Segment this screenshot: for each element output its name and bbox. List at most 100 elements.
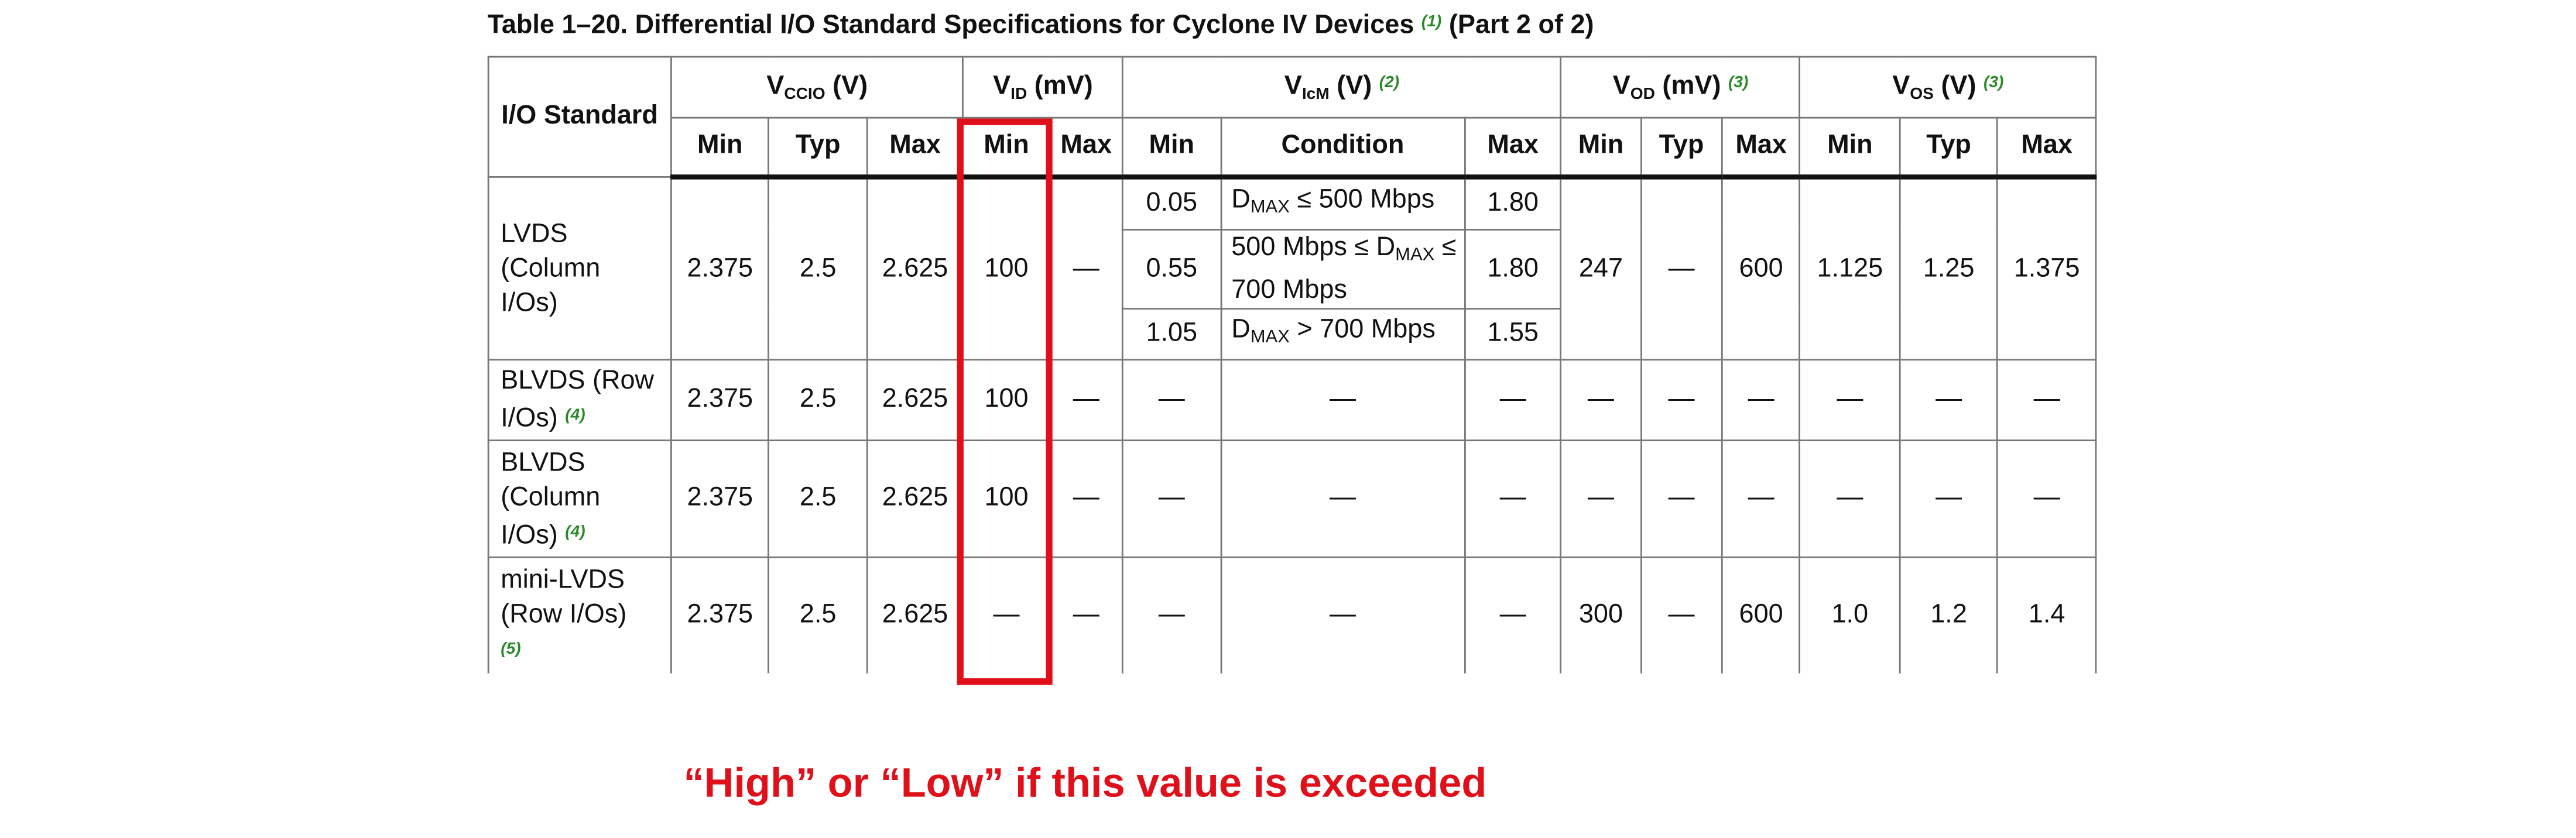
table-cell: — <box>1799 359 1901 441</box>
vos-header: VOS (V) (3) <box>1799 56 2097 119</box>
vod-header: VOD (mV) (3) <box>1560 56 1801 119</box>
table-cell: 247 <box>1560 176 1642 361</box>
table-cell: — <box>1721 439 1801 558</box>
table-cell: 0.55 <box>1122 229 1222 310</box>
vos-max-header: Max <box>1996 116 2097 180</box>
table-cell: — <box>1640 556 1723 674</box>
io-standard-cell: LVDS (Column I/Os) <box>487 176 672 361</box>
table-cell: — <box>1122 359 1222 441</box>
caption-footnote: (1) <box>1421 13 1442 32</box>
table-row: 1.05 DMAX > 700 Mbps 1.55 <box>488 308 2096 361</box>
table-cell: — <box>1049 359 1124 441</box>
table-cell: 2.625 <box>866 556 964 674</box>
table-cell: — <box>1464 439 1562 558</box>
table-cell: — <box>1721 359 1801 441</box>
io-standard-cell: BLVDS (Column I/Os) (4) <box>487 439 672 558</box>
io-standard-header: I/O Standard <box>487 56 672 178</box>
table-cell: — <box>1122 439 1222 558</box>
table-cell: 0.05 <box>1122 176 1222 231</box>
table-cell: 2.5 <box>768 176 868 361</box>
table-cell: — <box>1799 439 1901 558</box>
table-cell: 1.05 <box>1122 308 1222 361</box>
table-cell: 1.80 <box>1464 229 1562 310</box>
table-cell: 100 <box>962 439 1051 558</box>
vos-typ-header: Typ <box>1899 116 1999 180</box>
annotation-text: “High” or “Low” if this value is exceede… <box>683 760 1487 807</box>
table-row: BLVDS (Row I/Os) (4) 2.375 2.5 2.625 100… <box>487 359 2097 441</box>
table-caption: Table 1–20. Differential I/O Standard Sp… <box>488 12 1594 42</box>
table-row: LVDS (Column I/Os) 2.375 2.5 2.625 100 —… <box>487 176 2097 361</box>
caption-text: Table 1–20. Differential I/O Standard Sp… <box>487 11 1414 40</box>
vod-typ-header: Typ <box>1640 116 1723 180</box>
vccio-header: VCCIO (V) <box>670 56 964 119</box>
vccio-typ-header: Typ <box>768 116 868 180</box>
condition-cell: DMAX ≤ 500 Mbps <box>1220 176 1466 231</box>
vos-min-header: Min <box>1799 116 1901 180</box>
table-row: 0.55 500 Mbps ≤ DMAX ≤ 700 Mbps 1.80 <box>488 229 2096 310</box>
table-cell: 2.625 <box>866 359 964 441</box>
table-cell: 2.5 <box>768 439 868 558</box>
table-cell: 100 <box>962 359 1051 441</box>
vccio-max-header: Max <box>866 116 964 180</box>
vccio-min-header: Min <box>670 116 770 180</box>
vicm-max-header: Max <box>1464 116 1562 180</box>
table-cell: 2.625 <box>866 439 964 558</box>
table-cell: 300 <box>1560 556 1642 674</box>
table-cell: 2.5 <box>768 556 868 674</box>
header-row-2: Min Typ Max Min Max Min Condition Max Mi… <box>488 116 2097 180</box>
table-cell: 1.4 <box>1996 556 2097 674</box>
table-cell: 2.375 <box>670 556 770 674</box>
vid-min-highlight-box <box>957 118 1053 685</box>
table-cell: — <box>1122 556 1222 674</box>
condition-cell: DMAX > 700 Mbps <box>1220 308 1466 361</box>
table-cell: 600 <box>1721 556 1801 674</box>
table-cell: 2.375 <box>670 176 770 361</box>
table-cell: — <box>1049 176 1124 361</box>
vid-min-header: Min <box>962 116 1051 180</box>
table-cell: 2.625 <box>866 176 964 361</box>
table-cell: — <box>1899 439 1999 558</box>
table-cell: — <box>1996 359 2097 441</box>
vicm-min-header: Min <box>1122 116 1222 180</box>
table-cell: — <box>1220 359 1466 441</box>
vid-max-header: Max <box>1049 116 1124 180</box>
table-cell: — <box>1996 439 2097 558</box>
table-cell: 100 <box>962 176 1051 361</box>
table-cell: 2.375 <box>670 439 770 558</box>
table-cell: 1.125 <box>1799 176 1901 361</box>
table-cell: 1.375 <box>1996 176 2097 361</box>
table-cell: — <box>1464 556 1562 674</box>
table-cell: — <box>1220 556 1466 674</box>
table-cell: — <box>1640 176 1723 361</box>
table-cell: — <box>1640 439 1723 558</box>
vid-header: VID (mV) <box>962 56 1124 119</box>
table-row: mini-LVDS (Row I/Os) (5) 2.375 2.5 2.625 … <box>487 556 2097 674</box>
spec-table: I/O Standard VCCIO (V) VID (mV) VIcM (V)… <box>487 56 2097 674</box>
condition-cell: 500 Mbps ≤ DMAX ≤ 700 Mbps <box>1220 229 1466 310</box>
vicm-condition-header: Condition <box>1220 116 1466 180</box>
io-standard-cell: mini-LVDS (Row I/Os) (5) <box>487 556 672 674</box>
table-cell: — <box>1049 556 1124 674</box>
vod-max-header: Max <box>1721 116 1801 180</box>
table-cell: 1.2 <box>1899 556 1999 674</box>
io-standard-cell: BLVDS (Row I/Os) (4) <box>487 359 672 441</box>
table-cell: 2.375 <box>670 359 770 441</box>
table-cell: 1.80 <box>1464 176 1562 231</box>
table-cell: — <box>1220 439 1466 558</box>
table-cell: — <box>1640 359 1723 441</box>
table-cell: 600 <box>1721 176 1801 361</box>
table-cell: 2.5 <box>768 359 868 441</box>
caption-part: (Part 2 of 2) <box>1448 11 1594 40</box>
table-cell: — <box>1560 359 1642 441</box>
vicm-header: VIcM (V) (2) <box>1122 56 1562 119</box>
table-row: BLVDS (Column I/Os) (4) 2.375 2.5 2.625 … <box>487 439 2097 558</box>
table-cell: — <box>1560 439 1642 558</box>
table-cell: 1.0 <box>1799 556 1901 674</box>
table-cell: 1.25 <box>1899 176 1999 361</box>
header-row-1: I/O Standard VCCIO (V) VID (mV) VIcM (V)… <box>487 56 2097 178</box>
table-cell: — <box>1464 359 1562 441</box>
table-cell: — <box>1899 359 1999 441</box>
table-cell: 1.55 <box>1464 308 1562 361</box>
vod-min-header: Min <box>1560 116 1642 180</box>
